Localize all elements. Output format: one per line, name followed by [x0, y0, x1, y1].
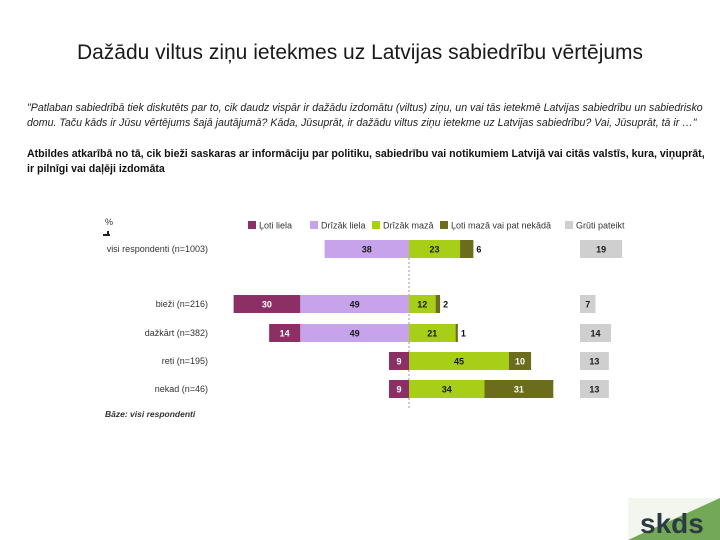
data-label: 45 — [454, 357, 464, 367]
base-note: Bāze: visi respondenti — [105, 409, 196, 419]
data-label: 9 — [397, 357, 402, 367]
legend-swatch — [310, 221, 318, 229]
data-label: 9 — [397, 385, 402, 395]
legend-label: Ļoti liela — [259, 221, 292, 231]
category-label: reti (n=195) — [162, 356, 208, 366]
data-label: 21 — [427, 329, 437, 339]
bar-segment — [389, 352, 409, 370]
legend-swatch — [565, 221, 573, 229]
bar-segment — [300, 295, 409, 313]
data-label: 34 — [442, 385, 452, 395]
answer-note: Atbildes atkarībā no tā, cik bieži saska… — [27, 148, 705, 175]
category-label: visi respondenti (n=1003) — [107, 244, 208, 254]
bar-segment — [300, 324, 409, 342]
bar-segment — [580, 380, 609, 398]
bar-segment — [409, 380, 485, 398]
data-label: 30 — [262, 300, 272, 310]
bar-segment — [409, 295, 436, 313]
data-label: 1 — [461, 329, 466, 339]
bar-segment — [409, 324, 456, 342]
data-label: 10 — [515, 357, 525, 367]
bar-segment — [324, 240, 409, 258]
svg-text:skds: skds — [640, 508, 704, 539]
bar-segment — [580, 240, 623, 258]
legend-label: Ļoti mazā vai pat nekādā — [451, 221, 551, 231]
legend-label: Drīzāk mazā — [383, 221, 434, 231]
legend-swatch — [248, 221, 256, 229]
skds-logo: skds — [628, 498, 720, 540]
legend-swatch — [440, 221, 448, 229]
bar-segment — [508, 352, 532, 370]
category-label: bieži (n=216) — [156, 299, 208, 309]
bar-segment — [389, 380, 409, 398]
bar-segment — [269, 324, 301, 342]
data-label: 14 — [280, 329, 290, 339]
data-label: 31 — [514, 385, 524, 395]
unit-label: % — [105, 217, 113, 227]
data-label: 2 — [443, 300, 448, 310]
data-label: 23 — [430, 245, 440, 255]
bar-segment — [409, 240, 461, 258]
legend-swatch — [372, 221, 380, 229]
chart-title: Dažādu viltus ziņu ietekmes uz Latvijas … — [76, 41, 644, 64]
data-label: 13 — [589, 357, 599, 367]
data-label: 14 — [591, 329, 601, 339]
bar-segment — [460, 240, 474, 258]
bar-segment — [580, 352, 609, 370]
category-label: dažkārt (n=382) — [145, 328, 208, 338]
data-label: 49 — [350, 329, 360, 339]
data-label: 13 — [589, 385, 599, 395]
data-label: 19 — [596, 245, 606, 255]
bar-segment — [580, 324, 612, 342]
survey-question: "Patlaban sabiedrībā tiek diskutēts par … — [27, 102, 703, 129]
data-label: 49 — [350, 300, 360, 310]
bar-segment — [484, 380, 554, 398]
bar-segment — [455, 324, 458, 342]
data-label: 6 — [476, 245, 481, 255]
bar-segment — [409, 352, 509, 370]
category-label: nekad (n=46) — [155, 384, 208, 394]
bar-segment — [580, 295, 596, 313]
bar-segment — [233, 295, 301, 313]
unit-bracket — [103, 231, 110, 236]
bar-segment — [435, 295, 441, 313]
stacked-bar-chart: % Ļoti liela Drīzāk liela Drīzāk mazā Ļoti m… — [103, 217, 625, 419]
data-label: 38 — [362, 245, 372, 255]
data-label: 12 — [417, 300, 427, 310]
legend-label: Grūti pateikt — [576, 221, 625, 231]
data-label: 7 — [585, 300, 590, 310]
legend-label: Drīzāk liela — [321, 221, 366, 231]
